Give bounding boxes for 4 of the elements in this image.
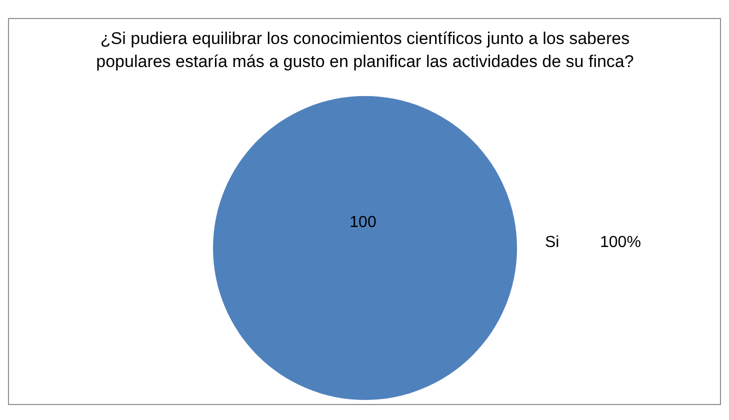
data-label: 100 (350, 214, 376, 232)
slice-label: Si (545, 234, 560, 252)
chart-title: ¿Si pudiera equilibrar los conocimientos científicos junto a los saberes populares estaría más a gusto en planificar las actividades de su finca? (96, 29, 634, 71)
text: 100% (600, 234, 641, 252)
